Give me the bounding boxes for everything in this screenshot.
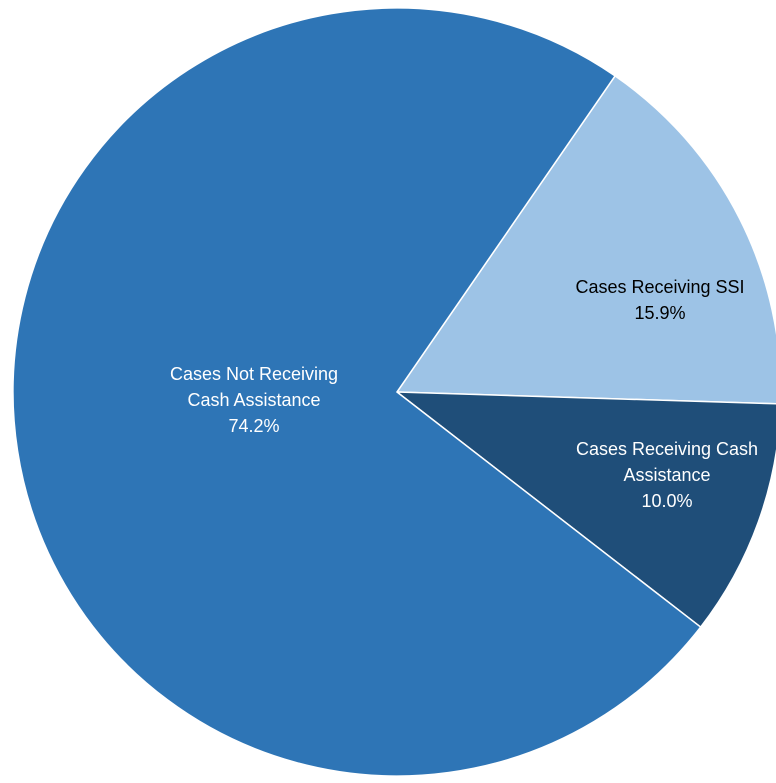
pie-slice [12, 7, 702, 777]
category-label: Cases Receiving SSI [575, 277, 745, 297]
data-label: Cases Not Receiving Cash Assistance 74.2% [159, 361, 349, 439]
value-label: 10.0% [641, 491, 693, 511]
pie-slice [394, 391, 776, 629]
pie-slice [395, 74, 776, 405]
value-label: 15.9% [634, 303, 686, 323]
data-label: Cases Receiving SSI 15.9% [560, 274, 760, 326]
category-label: Cases Receiving Cash Assistance [575, 439, 759, 485]
data-label: Cases Receiving Cash Assistance 10.0% [572, 436, 762, 514]
category-label: Cases Not Receiving Cash Assistance [169, 364, 339, 410]
value-label: 74.2% [228, 416, 280, 436]
